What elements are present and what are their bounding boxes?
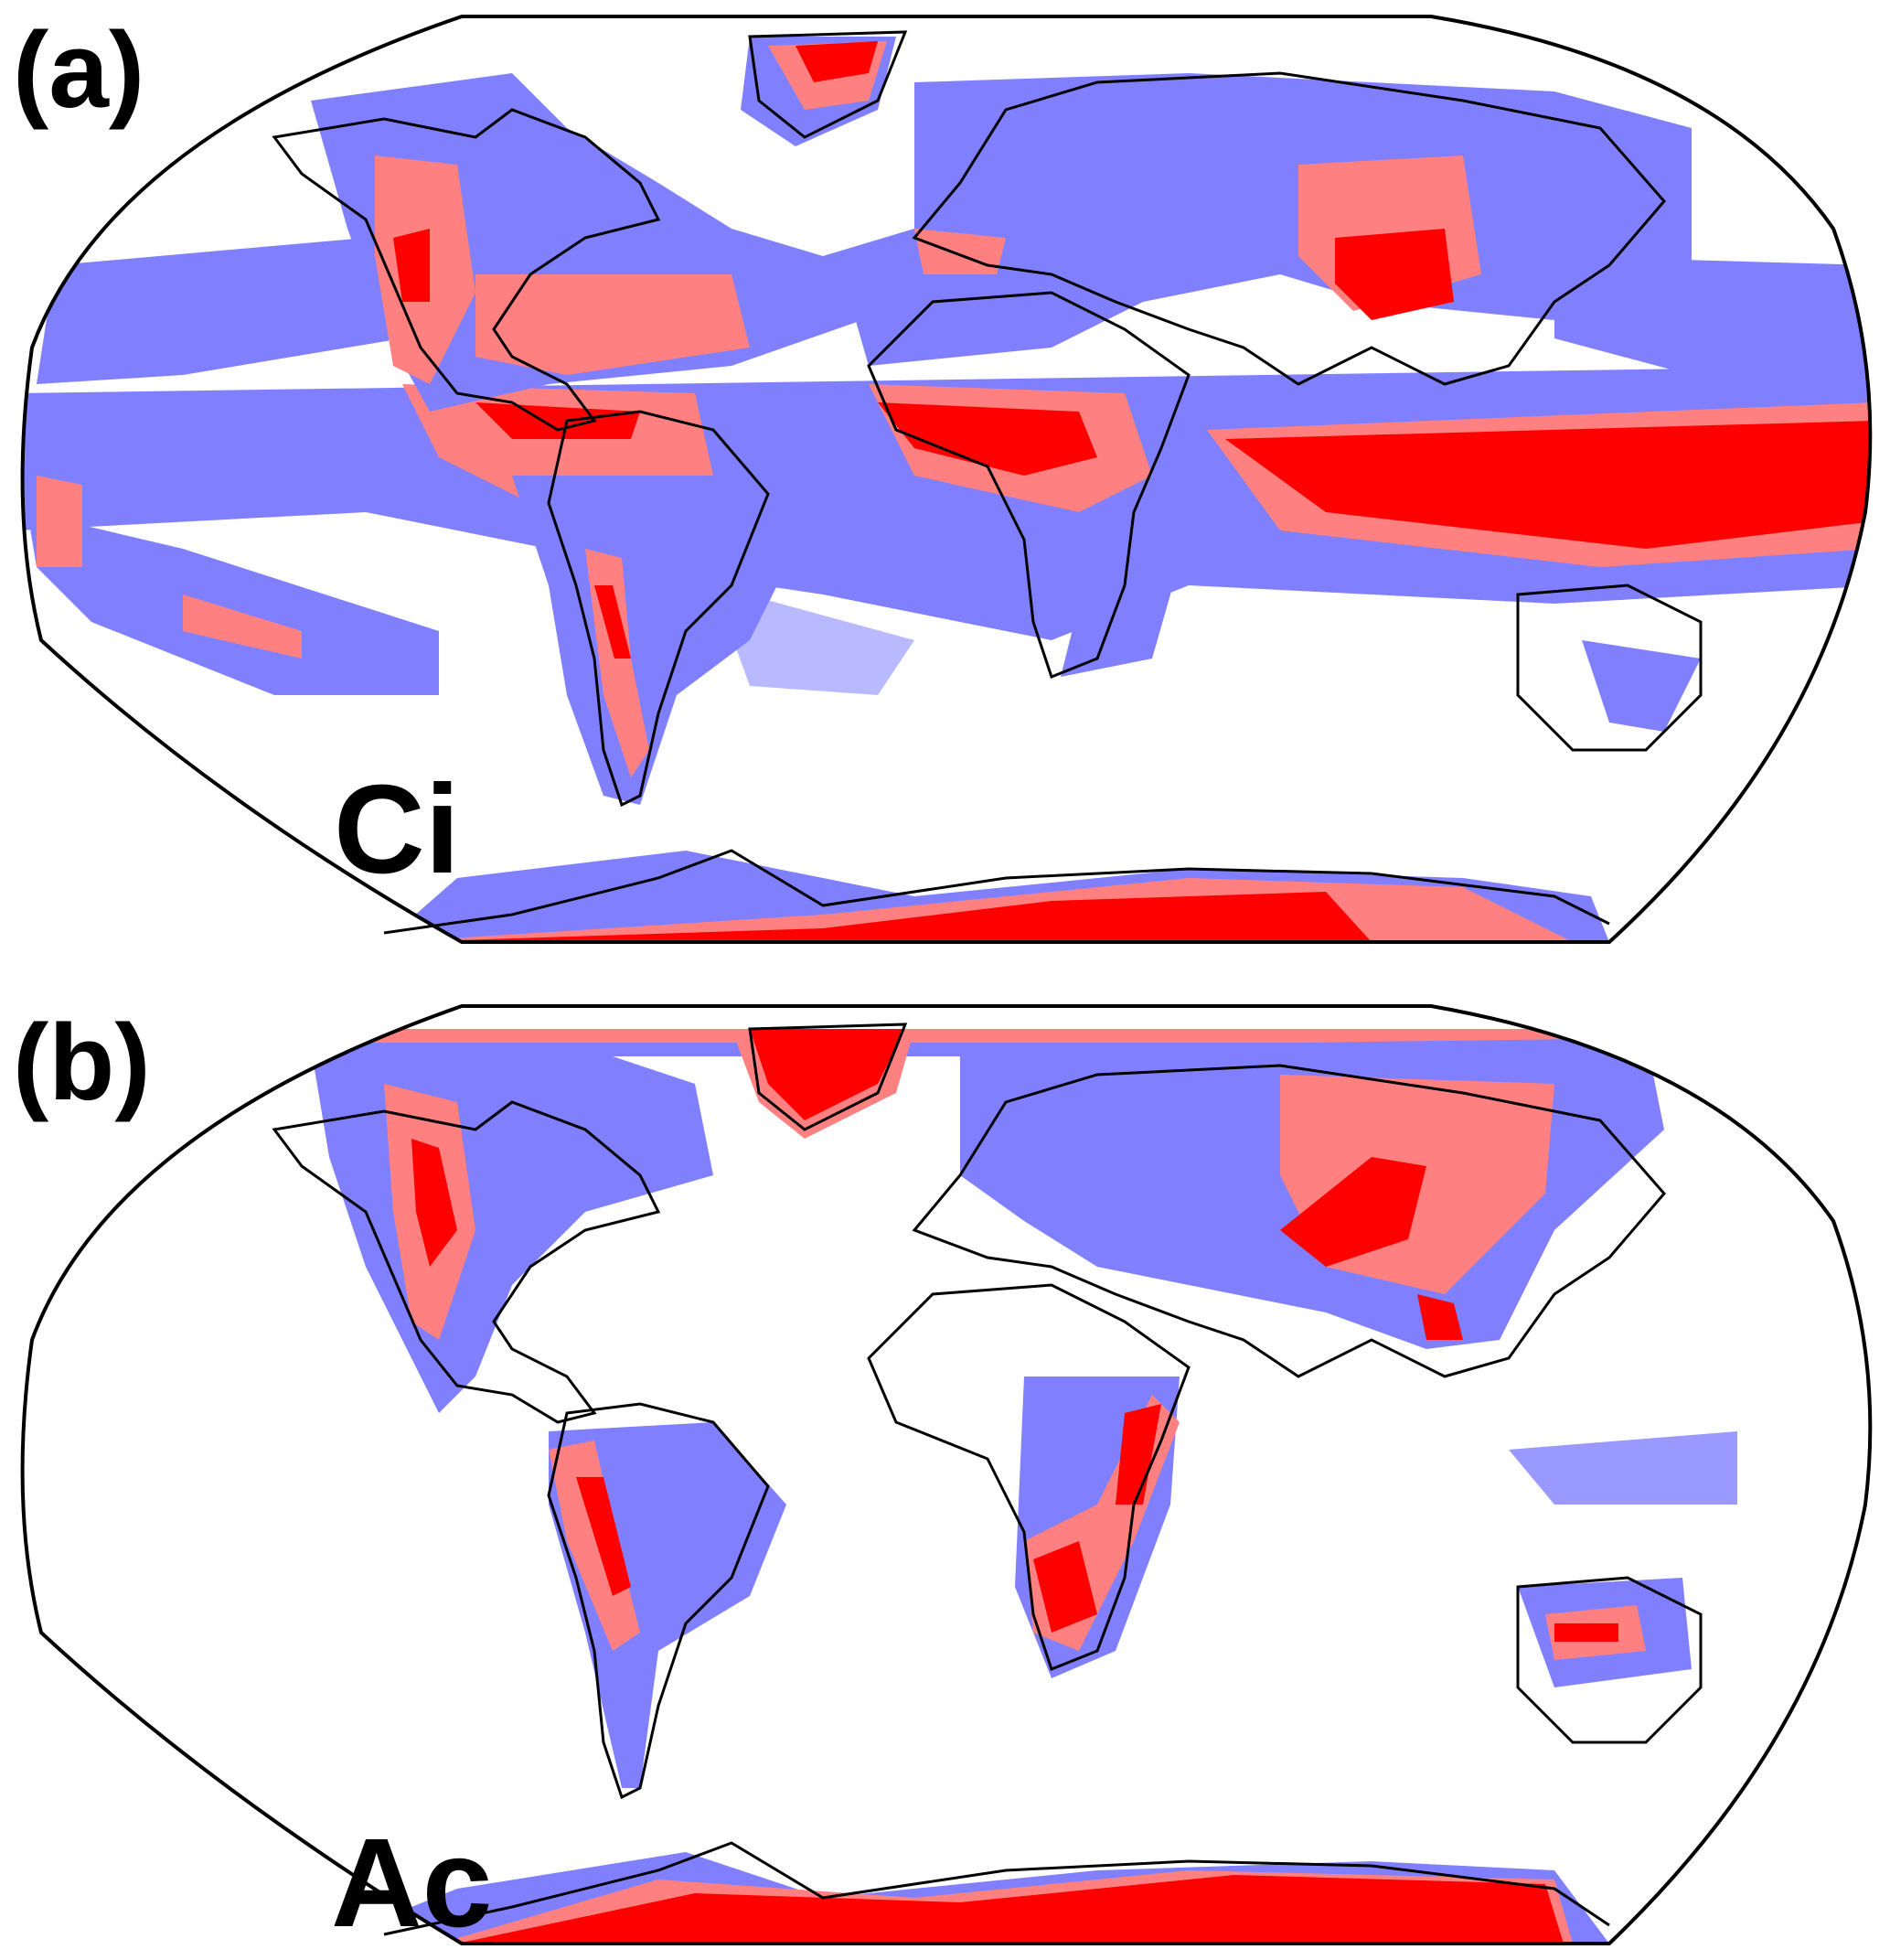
eurasia-coast (912, 71, 1666, 386)
high-frequency-region (393, 229, 430, 302)
greenland-coast (748, 30, 908, 139)
high-frequency-region (576, 1477, 631, 1596)
australia-coast (1516, 1576, 1703, 1744)
high-frequency-region (411, 1139, 457, 1267)
high-frequency-region (594, 585, 631, 659)
low-frequency-region (1061, 530, 1189, 677)
mid-frequency-region (274, 1029, 1829, 1043)
low-frequency-region (1509, 1431, 1737, 1505)
eurasia-coast (912, 1064, 1666, 1378)
low-frequency-region (27, 512, 439, 695)
mid-frequency-region (475, 274, 750, 375)
low-frequency-region (1554, 256, 1871, 375)
cloud-field-a (22, 37, 1871, 942)
south-america-coast (547, 410, 770, 808)
cloud-type-label-b: Ac (331, 1813, 493, 1954)
high-frequency-region (1335, 229, 1454, 320)
high-frequency-region (1554, 1623, 1618, 1642)
high-frequency-region (475, 402, 640, 439)
south-america-coast (547, 1402, 770, 1800)
high-frequency-region (1417, 1294, 1463, 1340)
mid-frequency-region (549, 1441, 640, 1651)
map-panel-b: (b) Ac (0, 992, 1890, 1960)
high-frequency-region (878, 402, 1097, 476)
high-frequency-region (1280, 1157, 1426, 1267)
panel-label-b: (b) (13, 1002, 151, 1123)
north-america-coast (272, 108, 661, 432)
map-a-svg (20, 15, 1873, 944)
high-frequency-region (1033, 1541, 1097, 1633)
high-frequency-region (402, 892, 1372, 942)
map-frame-b (20, 1004, 1873, 1945)
high-frequency-region (457, 1875, 1564, 1944)
north-america-coast (272, 1100, 661, 1424)
map-b-svg (20, 1004, 1873, 1945)
coastlines-a (272, 30, 1703, 935)
map-frame-a (20, 15, 1873, 944)
low-frequency-region (850, 73, 1692, 366)
africa-coast (867, 291, 1191, 679)
cloud-field-b (274, 1029, 1829, 1944)
low-frequency-region (311, 73, 914, 412)
greenland-coast (748, 1023, 908, 1131)
high-frequency-region (750, 1029, 905, 1120)
panel-label-a: (a) (13, 10, 145, 131)
high-frequency-region (1225, 421, 1871, 549)
low-frequency-region (37, 238, 411, 384)
low-frequency-region (1582, 640, 1701, 732)
coastlines-b (272, 1023, 1703, 1936)
low-frequency-region (512, 476, 796, 805)
antarctica-coast (383, 849, 1610, 935)
africa-coast (867, 1283, 1191, 1671)
map-panel-a: (a) Ci (0, 0, 1890, 969)
high-frequency-region (1116, 1404, 1161, 1505)
cloud-type-label-a: Ci (334, 759, 460, 900)
mid-frequency-region (37, 476, 82, 567)
high-frequency-region (796, 41, 878, 82)
antarctica-coast (383, 1841, 1610, 1936)
mid-frequency-region (183, 594, 302, 659)
australia-coast (1516, 584, 1703, 752)
low-frequency-region (713, 585, 914, 695)
